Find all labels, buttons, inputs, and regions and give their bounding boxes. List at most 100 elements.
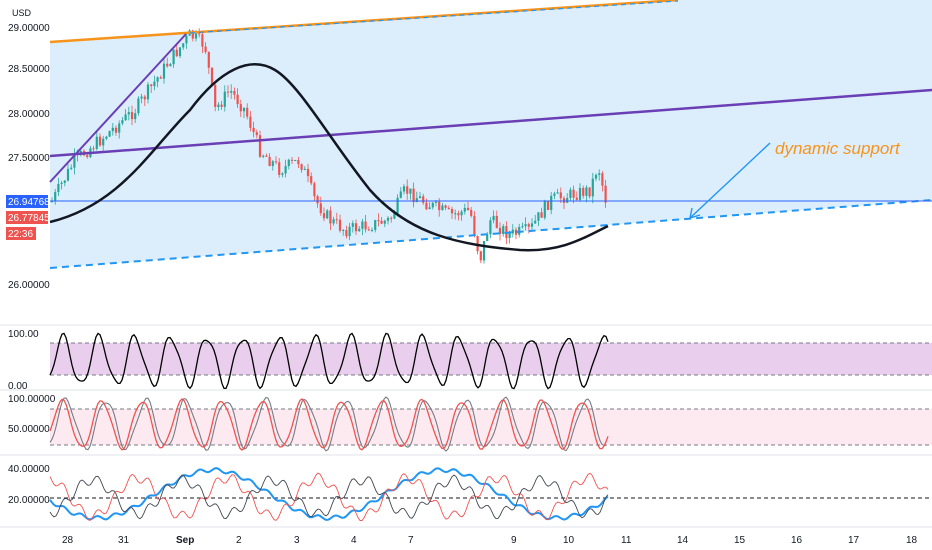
candle-body	[447, 207, 450, 209]
time-axis[interactable]: 28 31 Sep 2 3 4 7 9 10 11 14 15 16 17 18	[62, 535, 918, 546]
candle-body	[553, 193, 556, 196]
candle-body	[367, 229, 370, 231]
candle-body	[386, 217, 390, 221]
cycle-curve[interactable]	[49, 63, 609, 252]
candle-body	[310, 176, 313, 184]
candle-body	[166, 63, 169, 67]
dynamic-support-line[interactable]	[49, 199, 932, 269]
adx-tick: 40.00000	[8, 464, 50, 475]
candle-body	[383, 220, 386, 224]
candle-body	[434, 201, 438, 203]
time-tick: 14	[677, 535, 689, 546]
candle-body	[601, 173, 604, 186]
candle-body	[79, 151, 82, 153]
candle-body	[92, 148, 95, 150]
time-tick: 28	[62, 535, 74, 546]
time-tick: 11	[621, 535, 632, 546]
candle-body	[185, 35, 188, 44]
candle-body	[412, 188, 415, 203]
candle-body	[233, 91, 236, 95]
candle-body	[194, 33, 198, 39]
candle-body	[409, 188, 412, 194]
candle-body	[438, 201, 441, 211]
candle-body	[502, 226, 505, 235]
candle-body	[252, 127, 255, 133]
candle-body	[562, 198, 566, 203]
mid-channel-line[interactable]	[49, 88, 932, 158]
candle-body	[137, 98, 140, 114]
candle-body	[265, 155, 268, 157]
candle-body	[364, 221, 367, 230]
annotation-text: dynamic support	[775, 139, 901, 158]
candle-body	[415, 198, 418, 203]
candle-body	[162, 63, 166, 79]
candle-body	[575, 197, 578, 200]
candle-body	[246, 107, 249, 117]
candle-body	[591, 178, 594, 197]
candle-body	[598, 173, 601, 175]
candle-body	[300, 164, 303, 170]
candle-body	[281, 173, 284, 175]
candle-body	[482, 240, 486, 261]
candle-body	[422, 196, 425, 203]
time-tick: 10	[563, 535, 575, 546]
candle-body	[329, 210, 332, 224]
candle-body	[585, 187, 588, 196]
candle-body	[332, 219, 335, 224]
candle-body	[306, 168, 310, 177]
candle-body	[454, 213, 457, 215]
candle-body	[492, 215, 495, 221]
time-tick: 9	[511, 535, 517, 546]
time-tick: 2	[236, 535, 242, 546]
last-price-badge-text: 26.94768	[8, 197, 50, 208]
candle-body	[63, 180, 66, 183]
candle-body	[108, 131, 111, 137]
candle-body	[73, 154, 76, 168]
candle-body	[294, 160, 297, 162]
countdown-badge	[6, 227, 36, 240]
candle-body	[351, 223, 354, 227]
candle-body	[313, 183, 316, 197]
time-tick: 4	[351, 535, 357, 546]
candle-body	[441, 205, 444, 211]
candle-body	[572, 189, 575, 198]
candle-body	[242, 107, 246, 112]
candle-body	[268, 156, 271, 167]
candle-body	[498, 227, 502, 235]
rally-line[interactable]	[49, 33, 187, 183]
candle-body	[450, 208, 454, 214]
candle-body	[508, 233, 511, 238]
candle-body	[569, 189, 572, 199]
candle-body	[66, 168, 70, 181]
candle-body	[287, 159, 290, 167]
candle-body	[316, 196, 319, 204]
candle-body	[396, 197, 399, 214]
annotation-arrow	[689, 142, 771, 219]
candle-body	[393, 213, 396, 219]
candle-body	[588, 187, 591, 197]
candle-body	[127, 112, 130, 115]
stochastic-tick: 50.00000	[8, 424, 50, 435]
candle-body	[431, 202, 434, 208]
candle-body	[358, 228, 361, 232]
candle-body	[479, 251, 482, 261]
candle-body	[278, 162, 281, 175]
candle-body	[105, 136, 108, 139]
candle-body	[537, 212, 540, 221]
candle-body	[354, 223, 358, 232]
candle-body	[214, 84, 217, 107]
candle-body	[102, 138, 105, 146]
candle-body	[578, 187, 582, 200]
candle-body	[489, 220, 492, 235]
candle-body	[425, 202, 428, 210]
oscillator-tick: 0.00	[8, 381, 28, 392]
candle-body	[466, 207, 470, 210]
candle-body	[182, 43, 185, 48]
candle-body	[220, 104, 223, 107]
price-tick: 28.00000	[8, 109, 50, 120]
countdown-badge-text: 22:36	[8, 229, 33, 240]
candle-body	[60, 182, 63, 184]
candle-body	[335, 219, 338, 221]
candle-body	[146, 84, 150, 100]
